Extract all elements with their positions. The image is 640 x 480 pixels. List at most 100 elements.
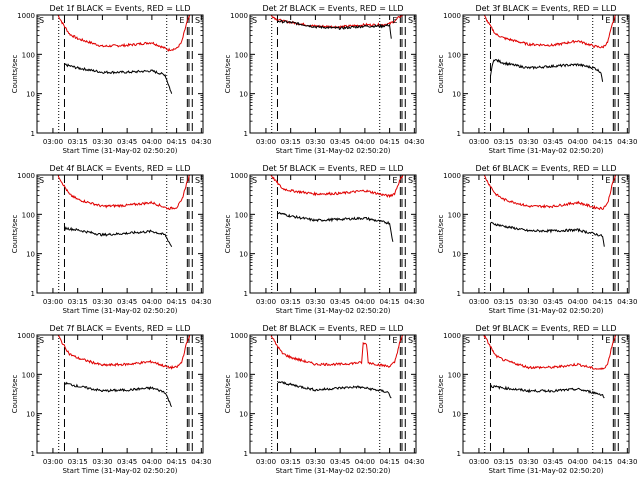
y-tick-label: 100	[448, 211, 461, 219]
y-tick-label: 10	[26, 251, 35, 259]
x-tick-label: 03:15	[494, 298, 514, 306]
x-tick-label: 04:30	[191, 458, 211, 466]
x-tick-label: 03:30	[92, 138, 112, 146]
x-tick-label: 03:15	[68, 458, 88, 466]
x-tick-label: 04:15	[380, 138, 400, 146]
start-marker-label: S	[252, 16, 257, 25]
x-axis-label: Start Time (31-May-02 02:50:20)	[62, 467, 177, 475]
plot-frame	[462, 174, 630, 294]
x-tick-label: 03:30	[305, 298, 325, 306]
y-tick-label: 10	[239, 251, 248, 259]
plot-frame	[462, 334, 630, 454]
y-axis-label: Counts/sec	[437, 55, 445, 94]
start-marker-label: S	[408, 336, 413, 345]
y-tick-label: 1	[457, 130, 461, 138]
start-marker-label: S	[408, 16, 413, 25]
detector-panel-4: Det 4f BLACK = Events, RED = LLD S E S 1 10 10…	[11, 164, 211, 315]
start-marker-label: S	[195, 176, 200, 185]
y-tick-label: 100	[235, 51, 248, 59]
x-tick-label: 03:15	[68, 298, 88, 306]
x-tick-label: 03:00	[256, 298, 276, 306]
detector-panel-9: Det 9f BLACK = Events, RED = LLD S E S 1 10 10…	[437, 324, 637, 475]
y-axis-label: Counts/sec	[437, 375, 445, 414]
x-tick-label: 03:30	[518, 458, 538, 466]
x-tick-label: 03:30	[92, 298, 112, 306]
y-tick-label: 1000	[17, 332, 35, 340]
x-axis-label: Start Time (31-May-02 02:50:20)	[488, 307, 603, 315]
y-axis-label: Counts/sec	[11, 375, 19, 414]
detector-panel-3: Det 3f BLACK = Events, RED = LLD S E S 1 10 10…	[437, 4, 637, 155]
start-marker-label: S	[195, 16, 200, 25]
x-tick-label: 04:00	[355, 138, 375, 146]
y-axis-label: Counts/sec	[224, 215, 232, 254]
lld-series-line	[270, 175, 404, 199]
plot-frame	[249, 174, 417, 294]
start-marker-label: S	[465, 176, 470, 185]
x-tick-label: 03:15	[68, 138, 88, 146]
y-tick-label: 10	[26, 411, 35, 419]
start-marker-label: S	[465, 16, 470, 25]
end-marker-label: E	[392, 176, 397, 185]
y-tick-label: 100	[235, 211, 248, 219]
y-tick-label: 1	[457, 450, 461, 458]
detector-panel-8: Det 8f BLACK = Events, RED = LLD S E S 1 10 10…	[224, 324, 424, 475]
end-marker-label: E	[392, 336, 397, 345]
x-tick-label: 04:15	[593, 458, 613, 466]
events-series-line	[64, 226, 173, 247]
y-tick-label: 10	[239, 411, 248, 419]
events-series-line	[490, 384, 605, 399]
panel-title: Det 4f BLACK = Events, RED = LLD	[49, 164, 190, 173]
y-tick-label: 100	[22, 371, 35, 379]
x-axis-label: Start Time (31-May-02 02:50:20)	[488, 147, 603, 155]
end-marker-label: E	[392, 16, 397, 25]
y-tick-label: 1	[244, 290, 248, 298]
detector-panel-1: Det 1f BLACK = Events, RED = LLD S E S 1 10 10…	[11, 4, 211, 155]
lld-series-line	[483, 335, 617, 371]
x-tick-label: 04:30	[191, 298, 211, 306]
lld-series-line	[270, 335, 404, 369]
x-tick-label: 03:00	[256, 458, 276, 466]
x-tick-label: 03:00	[469, 298, 489, 306]
start-marker-label: S	[621, 16, 626, 25]
x-tick-label: 04:00	[142, 458, 162, 466]
y-tick-label: 1000	[230, 172, 248, 180]
x-axis-label: Start Time (31-May-02 02:50:20)	[488, 467, 603, 475]
events-series-line	[64, 63, 173, 94]
y-tick-label: 100	[22, 51, 35, 59]
y-axis-label: Counts/sec	[224, 375, 232, 414]
y-tick-label: 1	[31, 290, 35, 298]
x-tick-label: 04:15	[167, 458, 187, 466]
x-tick-label: 04:30	[404, 138, 424, 146]
plot-frame	[249, 14, 417, 134]
events-series-line	[490, 58, 604, 82]
x-tick-label: 03:00	[469, 458, 489, 466]
end-marker-label: E	[179, 176, 184, 185]
x-tick-label: 03:00	[43, 138, 63, 146]
lld-series-line	[483, 175, 617, 211]
x-tick-label: 04:15	[380, 298, 400, 306]
detector-panel-7: Det 7f BLACK = Events, RED = LLD S E S 1 10 10…	[11, 324, 211, 475]
start-marker-label: S	[621, 336, 626, 345]
start-marker-label: S	[195, 336, 200, 345]
end-marker-label: E	[605, 176, 610, 185]
x-tick-label: 04:15	[593, 298, 613, 306]
lld-series-line	[483, 15, 617, 49]
x-tick-label: 03:45	[330, 138, 350, 146]
x-tick-label: 04:30	[404, 298, 424, 306]
x-tick-label: 04:15	[593, 138, 613, 146]
y-tick-label: 1	[244, 130, 248, 138]
panel-title: Det 1f BLACK = Events, RED = LLD	[49, 4, 190, 13]
end-marker-label: E	[605, 16, 610, 25]
y-tick-label: 1000	[443, 172, 461, 180]
x-axis-label: Start Time (31-May-02 02:50:20)	[62, 147, 177, 155]
plot-frame	[462, 14, 630, 134]
x-tick-label: 04:00	[355, 458, 375, 466]
detector-panel-6: Det 6f BLACK = Events, RED = LLD S E S 1 10 10…	[437, 164, 637, 315]
x-tick-label: 03:45	[330, 458, 350, 466]
x-tick-label: 03:00	[43, 458, 63, 466]
start-marker-label: S	[39, 16, 44, 25]
start-marker-label: S	[621, 176, 626, 185]
y-tick-label: 100	[448, 51, 461, 59]
x-tick-label: 04:30	[404, 458, 424, 466]
